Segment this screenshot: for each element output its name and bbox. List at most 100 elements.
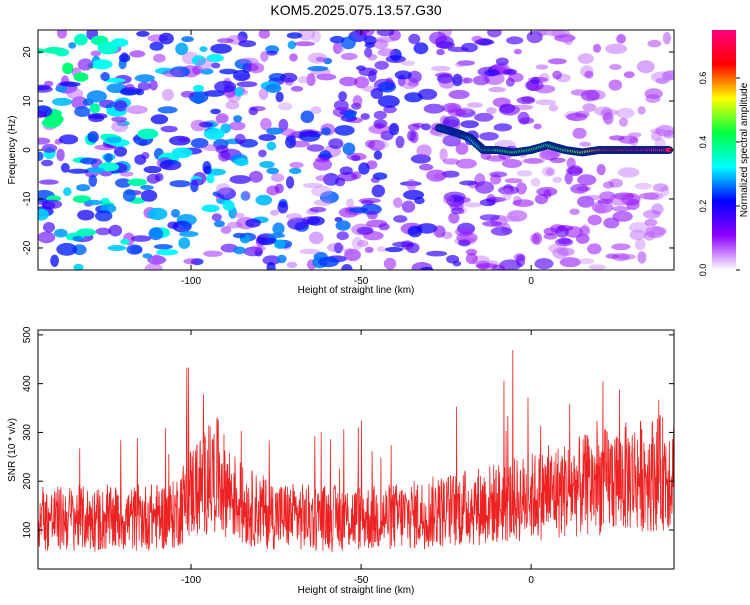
spectrogram-cell xyxy=(181,221,191,229)
spectrogram-cell xyxy=(63,187,72,197)
spectrogram-cell xyxy=(341,264,353,270)
spectrogram-cell xyxy=(86,90,107,103)
spectrogram-cell xyxy=(278,118,289,132)
spectrogram-cell xyxy=(206,173,215,184)
spectrogram-cell xyxy=(465,253,478,265)
spectrogram-cell xyxy=(233,246,246,255)
spectrogram-cell xyxy=(587,243,602,255)
spectrogram-cell xyxy=(59,81,81,87)
spectrogram-cell xyxy=(51,109,62,117)
spectrogram-cell xyxy=(447,46,469,53)
spectrogram-cell xyxy=(592,43,602,53)
spectrogram-cell xyxy=(340,52,358,61)
spectrogram-cell xyxy=(300,110,315,124)
spectrogram-cell xyxy=(548,104,559,112)
spectrogram-cell xyxy=(552,176,562,184)
spectrogram-cell xyxy=(335,220,351,231)
spectrogram-cell xyxy=(366,219,388,228)
x-tick-label: -100 xyxy=(181,276,201,287)
spectrogram-cell xyxy=(506,36,524,45)
spectrogram-cell xyxy=(579,141,591,147)
spectrogram-cell xyxy=(225,100,240,110)
spectrogram-cell xyxy=(241,190,251,201)
spectrogram-cell xyxy=(161,88,174,101)
spectrogram-cell xyxy=(302,182,323,189)
spectrogram-cell xyxy=(504,178,523,184)
spectrogram-cell xyxy=(360,203,382,215)
spectrogram-cell xyxy=(100,72,110,81)
spectrogram-cell xyxy=(482,220,503,227)
spectrogram-y-label: Frequency (Hz) xyxy=(7,116,18,185)
spectrogram-cell xyxy=(266,167,279,175)
spectrogram-cell xyxy=(479,199,496,207)
spectrogram-cell xyxy=(249,245,266,252)
spectrogram-cell xyxy=(66,88,84,100)
spectrogram-cell xyxy=(77,58,94,71)
spectrogram-cell xyxy=(210,108,221,115)
spectrogram-cell xyxy=(393,215,408,223)
spectrogram-cell xyxy=(645,94,661,103)
spectrogram-cell xyxy=(258,134,277,141)
spectrogram-cell xyxy=(315,175,329,182)
spectrogram-cell xyxy=(372,172,388,180)
spectrogram-cell xyxy=(104,153,113,163)
spectrogram-cell xyxy=(74,33,88,46)
spectrogram-cell xyxy=(213,220,225,228)
spectrogram-cell xyxy=(644,192,664,201)
spectrogram-cell xyxy=(191,178,204,186)
spectrogram-cell xyxy=(661,70,674,81)
spectrogram-cell xyxy=(608,178,623,188)
spectrogram-cell xyxy=(212,191,222,197)
spectrogram-cell xyxy=(358,198,381,204)
spectrogram-cell xyxy=(561,36,573,44)
spectrogram-cell xyxy=(439,148,448,162)
spectrogram-cell xyxy=(532,232,543,245)
spectrogram-cell xyxy=(72,235,84,242)
spectrogram-cell xyxy=(77,209,95,221)
spectrogram-cell xyxy=(663,129,674,139)
spectrogram-cell xyxy=(339,76,358,87)
spectrogram-cell xyxy=(577,195,595,208)
spectrogram-cell xyxy=(351,171,362,180)
spectrogram-cell xyxy=(383,257,397,270)
spectrogram-cell xyxy=(262,255,281,266)
spectrogram-cell xyxy=(407,130,416,142)
spectrogram-cell xyxy=(169,180,191,188)
spectrogram-cell xyxy=(554,34,576,42)
spectrogram-cell xyxy=(536,187,558,197)
spectrogram-cell xyxy=(56,30,68,39)
spectrogram-cell xyxy=(541,166,556,177)
spectrogram-cell xyxy=(416,144,432,158)
spectrogram-cell xyxy=(277,201,289,214)
spectrogram-cell xyxy=(618,117,629,127)
spectrogram-cell xyxy=(232,232,246,239)
spectrogram-cell xyxy=(433,225,446,238)
spectrogram-cell xyxy=(86,167,106,174)
spectrogram-cell xyxy=(306,216,325,226)
colorbar-label: Normalized spectral amplitude xyxy=(739,82,750,217)
spectrogram-cell xyxy=(363,35,377,45)
spectrogram-cell xyxy=(472,75,490,86)
spectrogram-cell xyxy=(95,210,113,222)
spectrogram-cell xyxy=(334,177,346,187)
spectrogram-cell xyxy=(156,249,179,256)
spectrogram-cell xyxy=(522,158,543,164)
spectrogram-cell xyxy=(401,200,416,213)
snr-series-line xyxy=(38,349,674,553)
spectrogram-x-label: Height of straight line (km) xyxy=(298,285,415,296)
spectrogram-cell xyxy=(38,105,53,118)
spectrogram-cell xyxy=(192,84,205,92)
spectrogram-cell xyxy=(430,65,451,72)
spectrogram-cell xyxy=(616,253,636,260)
spectrogram-cell xyxy=(407,80,420,87)
spectrogram-cell xyxy=(530,177,541,187)
spectrogram-cell xyxy=(637,106,646,115)
spectrogram-cell xyxy=(192,92,204,105)
spectrogram-cell xyxy=(328,138,344,150)
spectrogram-cell xyxy=(552,247,569,259)
spectrogram-cell xyxy=(499,103,516,114)
spectrogram-cell xyxy=(499,259,522,270)
spectrogram-cell xyxy=(442,158,460,165)
spectrogram-cell xyxy=(495,57,509,66)
spectrogram-cell xyxy=(479,132,499,141)
